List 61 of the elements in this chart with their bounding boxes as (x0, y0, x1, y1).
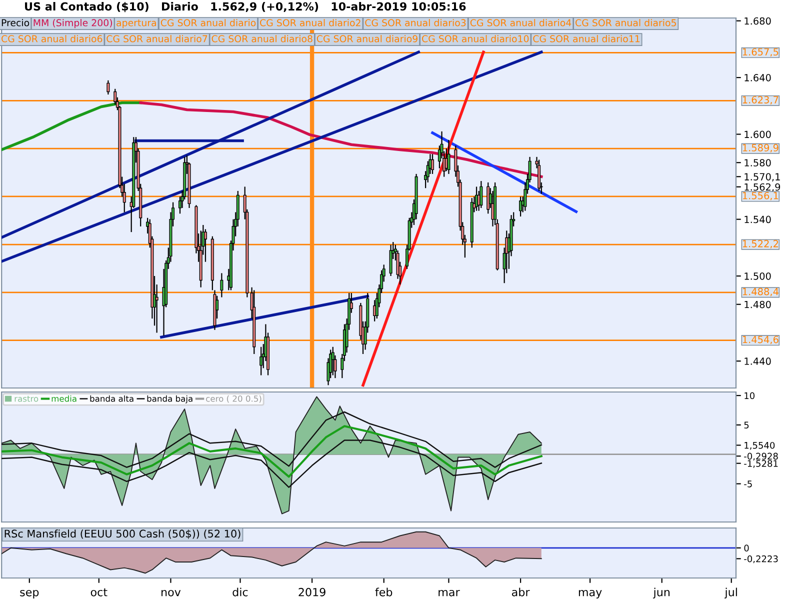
y-tick-label: -0,2223 (744, 555, 778, 564)
ref-line-label: 1.556,1 (742, 192, 778, 200)
text: Precio (2, 19, 30, 26)
annotation: CG SOR anual diario8 (212, 35, 312, 42)
annotation: CG SOR anual diario6 (2, 35, 102, 42)
annotation: CG SOR anual diario9 (316, 35, 418, 42)
y-tick-label: 1.580 (744, 159, 771, 166)
candlestick (480, 180, 483, 209)
chart-title: RSc Mansfield (EEUU 500 Cash (50$)) (52 10) (4, 530, 240, 539)
x-tick-label: jun (653, 588, 670, 598)
y-tick-label: 1.570,1 (744, 173, 780, 182)
annotation: CG SOR anual diario5 (576, 19, 676, 26)
y-tick-label: 0 (744, 544, 749, 552)
annotation: CG SOR anual diario11 (533, 35, 640, 42)
candlestick (331, 346, 334, 376)
annotation: CG SOR anual diario7 (106, 35, 208, 42)
candlestick (220, 272, 224, 298)
candlestick (538, 159, 541, 192)
candlestick (389, 244, 392, 277)
x-tick-label: may (578, 590, 602, 598)
y-tick-label: -1,5281 (744, 460, 778, 468)
annotation: CG SOR anual diario4 (470, 19, 572, 26)
y-tick-label: 1,5540 (744, 442, 775, 450)
candlestick (260, 346, 263, 376)
annotation: CG SOR anual diario10 (422, 35, 529, 42)
ref-line-label: 1.454,6 (742, 336, 778, 344)
x-tick-label: dic (232, 588, 248, 596)
ref-line-label: 1.657,5 (742, 48, 778, 57)
y-tick-label: 10 (744, 392, 755, 400)
text: MM (Simple 200) (34, 19, 112, 28)
x-tick-label: sep (20, 590, 39, 598)
y-tick-label: -0,2928 (744, 452, 778, 461)
candlestick (204, 228, 207, 262)
annotation: CG SOR anual diario3 (365, 19, 466, 26)
x-tick-label: feb (375, 588, 392, 596)
y-tick-label: -5 (744, 480, 752, 488)
x-tick-label: jul (724, 588, 737, 598)
x-tick-label: 2019 (298, 588, 326, 596)
annotation: CG SOR anual diario (160, 19, 256, 26)
y-tick-label: 1.680 (744, 17, 771, 25)
x-tick-label: mar (438, 590, 460, 596)
y-tick-label: 5 (744, 422, 749, 428)
chart-title: US al Contado ($10) Diario 1.562,9 (+0,12%) 10-abr-2019 10:05:16 (25, 2, 466, 12)
ref-line-label: 1.522,2 (742, 240, 778, 248)
x-tick-label: abr (512, 588, 530, 596)
annotation: apertura (116, 20, 156, 28)
x-tick-label: nov (162, 590, 181, 596)
y-tick-label: 1.640 (744, 74, 771, 82)
y-tick-label: 1.540 (744, 216, 771, 224)
candlestick (106, 80, 110, 96)
y-tick-label: 1.500 (744, 272, 771, 280)
x-tick-label: oct (90, 588, 108, 596)
ref-line-label: 1.488,4 (742, 288, 778, 296)
ref-line-label: 1.589,9 (742, 144, 778, 152)
annotation: CG SOR anual diario2 (260, 19, 360, 26)
y-tick-label: 1.440 (744, 358, 771, 365)
y-tick-label: 1.600 (744, 130, 771, 138)
ref-line-label: 1.623,7 (742, 96, 778, 104)
y-tick-label: 1.562,9 (744, 183, 780, 192)
line-series (2, 101, 142, 152)
y-tick-label: 1.480 (744, 300, 771, 308)
